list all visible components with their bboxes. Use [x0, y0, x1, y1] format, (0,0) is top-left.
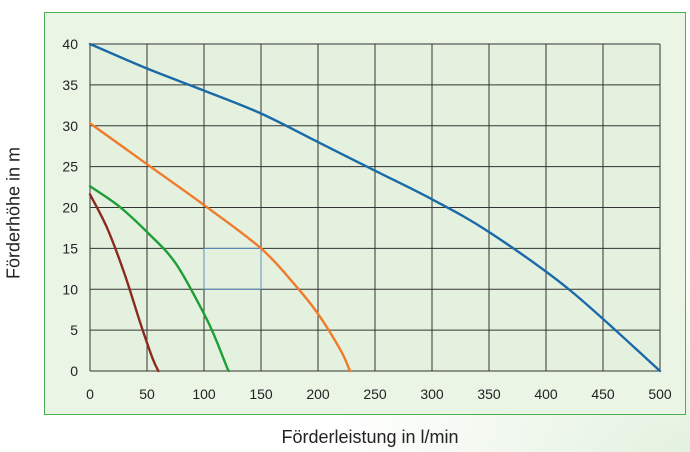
y-axis-title: Förderhöhe in m — [3, 146, 24, 280]
highlight-box-group — [203, 247, 262, 290]
y-tick-label: 5 — [70, 322, 78, 338]
x-tick-label: 250 — [363, 386, 387, 402]
y-tick-label: 35 — [62, 77, 78, 93]
x-tick-label: 50 — [139, 386, 155, 402]
x-tick-label: 350 — [477, 386, 501, 402]
x-tick-label: 300 — [420, 386, 444, 402]
y-tick-label: 30 — [62, 118, 78, 134]
grid-lines — [89, 43, 661, 372]
series-line-4 — [88, 193, 160, 373]
y-tick-label: 0 — [70, 363, 78, 379]
series-line-2 — [88, 122, 352, 373]
y-tick-label: 10 — [62, 281, 78, 297]
series-lines — [88, 42, 662, 373]
x-tick-label: 200 — [306, 386, 330, 402]
x-tick-labels: 0 50 100 150 200 250 300 350 400 450 500 — [86, 386, 672, 402]
x-tick-label: 0 — [86, 386, 94, 402]
y-tick-labels: 0 5 10 15 20 25 30 35 40 — [62, 36, 78, 379]
series-line-1 — [88, 42, 662, 373]
x-tick-label: 150 — [249, 386, 273, 402]
x-axis-title: Förderleistung in l/min — [281, 427, 459, 447]
x-tick-label: 500 — [648, 386, 672, 402]
x-tick-label: 450 — [591, 386, 615, 402]
series-line-3 — [88, 185, 231, 373]
highlight-box — [203, 247, 262, 290]
y-tick-label: 40 — [62, 36, 78, 52]
x-tick-label: 100 — [192, 386, 216, 402]
y-tick-label: 25 — [62, 159, 78, 175]
y-tick-label: 15 — [62, 240, 78, 256]
x-tick-label: 400 — [534, 386, 558, 402]
y-tick-label: 20 — [62, 200, 78, 216]
